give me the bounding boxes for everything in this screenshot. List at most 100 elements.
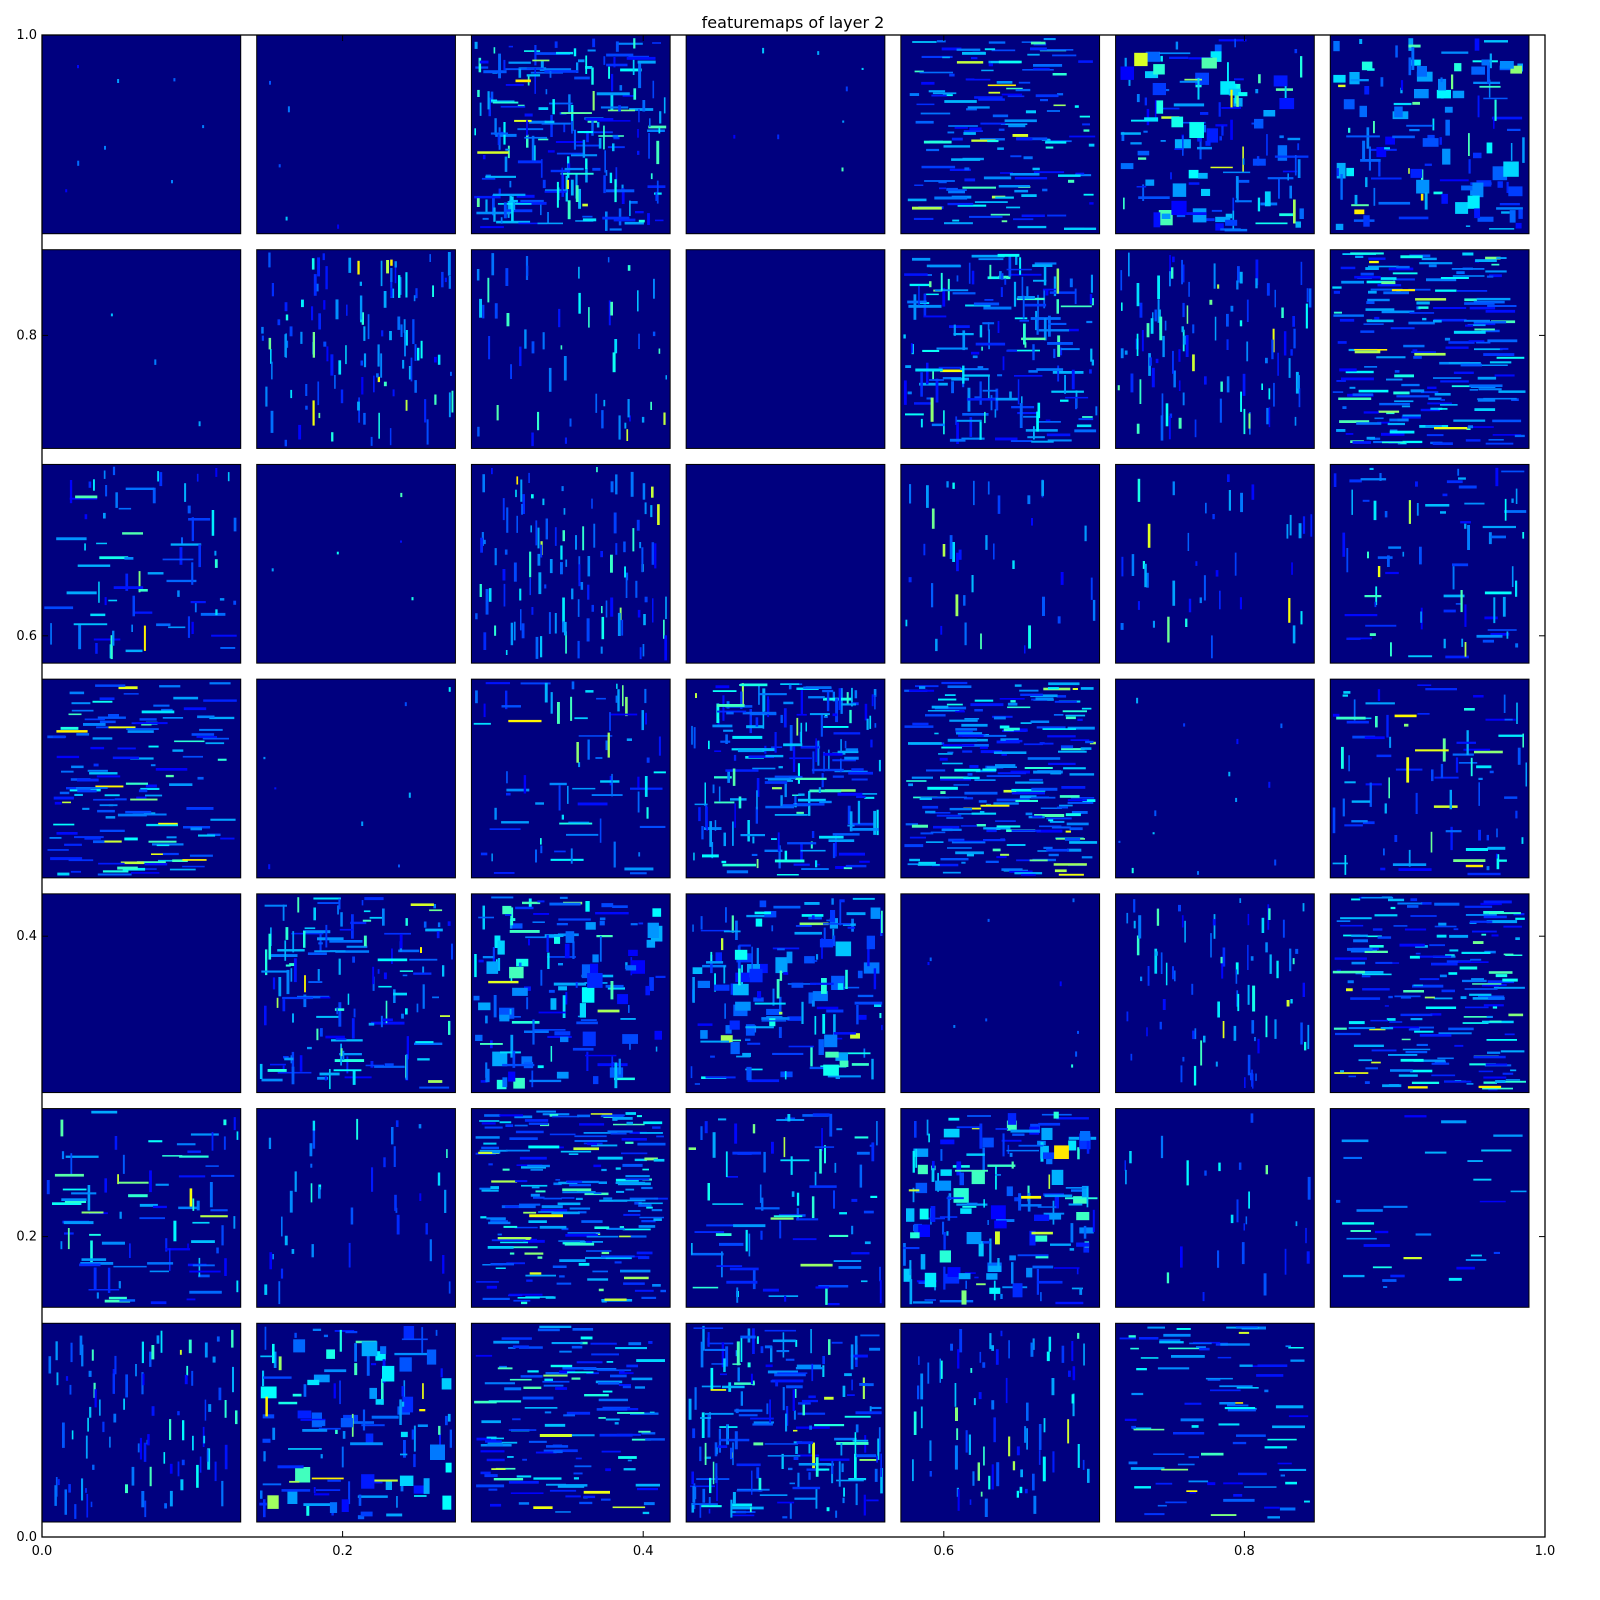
activation-mark [1434, 393, 1451, 396]
activation-mark [702, 1325, 705, 1351]
activation-mark [173, 696, 199, 700]
activation-mark [317, 257, 320, 277]
activation-mark [1075, 172, 1085, 175]
activation-mark [757, 991, 762, 999]
activation-mark [628, 949, 638, 956]
activation-mark [981, 346, 983, 351]
activation-mark [1024, 1426, 1027, 1443]
activation-mark [386, 1513, 403, 1517]
activation-mark [712, 690, 737, 692]
activation-mark [704, 1348, 728, 1351]
activation-mark [125, 782, 148, 785]
activation-mark [912, 1459, 914, 1482]
activation-mark [747, 1328, 751, 1343]
activation-mark [713, 984, 730, 991]
activation-mark [553, 982, 586, 986]
activation-mark [1067, 726, 1095, 730]
panel-border [256, 678, 456, 879]
activation-mark [429, 1239, 432, 1262]
activation-mark [1369, 782, 1372, 807]
activation-mark [613, 57, 616, 68]
activation-mark [389, 428, 392, 446]
activation-mark [790, 1156, 793, 1175]
activation-mark [90, 1501, 93, 1508]
activation-mark [475, 613, 478, 620]
activation-mark [963, 132, 976, 135]
activation-mark [1056, 268, 1060, 294]
activation-mark [1268, 781, 1271, 788]
activation-mark [303, 930, 306, 948]
activation-mark [935, 378, 939, 403]
activation-mark [1048, 1174, 1051, 1189]
activation-mark [304, 927, 316, 930]
activation-mark [1020, 795, 1037, 799]
activation-mark [940, 1149, 943, 1161]
activation-mark [93, 1267, 97, 1290]
activation-mark [1478, 1070, 1494, 1073]
activation-mark [487, 277, 490, 303]
activation-mark [771, 925, 774, 932]
activation-mark [1353, 699, 1356, 721]
activation-mark [1464, 302, 1495, 305]
activation-mark [1018, 1144, 1044, 1147]
activation-mark [1172, 350, 1174, 374]
activation-mark [663, 412, 666, 425]
activation-mark [1035, 697, 1054, 701]
activation-mark [809, 1185, 837, 1188]
activation-mark [482, 1297, 510, 1300]
activation-mark [605, 211, 608, 231]
activation-mark [955, 728, 978, 731]
activation-mark [1136, 1368, 1147, 1371]
activation-mark [546, 934, 549, 952]
activation-mark [955, 594, 959, 617]
activation-mark [612, 905, 628, 908]
activation-mark [71, 709, 94, 712]
activation-mark [189, 854, 213, 857]
activation-mark [934, 732, 939, 735]
activation-mark [1016, 728, 1028, 731]
activation-mark [1353, 1044, 1384, 1047]
activation-mark [798, 798, 826, 802]
activation-mark [751, 853, 758, 856]
activation-mark [178, 1206, 200, 1210]
activation-mark [480, 1080, 488, 1083]
activation-mark [521, 1166, 546, 1169]
activation-mark [54, 1173, 84, 1177]
activation-mark [637, 60, 656, 64]
activation-mark [150, 764, 156, 767]
activation-mark [946, 187, 958, 191]
activation-mark [745, 1026, 774, 1029]
activation-mark [1336, 716, 1366, 720]
activation-mark [798, 793, 805, 796]
activation-mark [1333, 41, 1340, 52]
activation-mark [575, 981, 578, 988]
activation-mark [164, 1503, 167, 1509]
activation-mark [644, 688, 647, 704]
activation-mark [1381, 281, 1396, 285]
activation-mark [879, 1013, 882, 1019]
activation-mark [561, 814, 564, 820]
activation-mark [1474, 208, 1480, 219]
activation-mark [448, 1020, 451, 1035]
activation-mark [192, 1435, 194, 1451]
x-tick-label: 0.2 [332, 1544, 353, 1559]
activation-mark [1215, 216, 1231, 223]
activation-mark [90, 746, 105, 750]
activation-mark [1223, 171, 1251, 174]
panel-border [900, 1322, 1101, 1523]
activation-mark [1377, 556, 1393, 559]
activation-mark [220, 647, 236, 649]
activation-mark [524, 329, 527, 349]
activation-mark [399, 277, 402, 295]
activation-mark [580, 1019, 597, 1021]
activation-mark [533, 145, 536, 162]
activation-mark [1366, 280, 1396, 284]
activation-mark [1012, 560, 1015, 569]
activation-mark [284, 439, 287, 447]
activation-mark [1382, 1279, 1397, 1282]
activation-mark [920, 1406, 923, 1429]
activation-mark [1178, 349, 1181, 362]
activation-mark [1146, 572, 1149, 588]
activation-mark [625, 1188, 635, 1191]
activation-mark [1332, 970, 1365, 974]
